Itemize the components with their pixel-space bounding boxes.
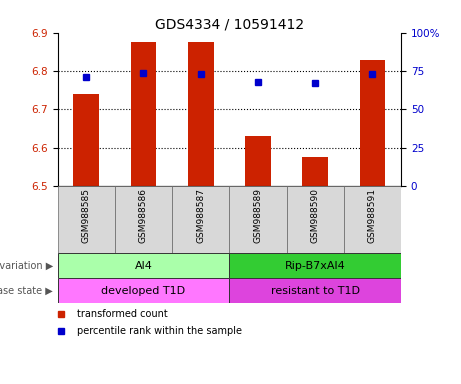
Text: genotype/variation ▶: genotype/variation ▶ xyxy=(0,261,53,271)
Bar xyxy=(229,253,401,278)
Bar xyxy=(245,136,271,186)
Text: Al4: Al4 xyxy=(135,261,153,271)
Text: developed T1D: developed T1D xyxy=(101,286,185,296)
Bar xyxy=(58,186,115,253)
Bar xyxy=(287,186,344,253)
Bar xyxy=(58,253,229,278)
Bar xyxy=(130,42,156,186)
Text: GSM988586: GSM988586 xyxy=(139,188,148,243)
Text: GSM988589: GSM988589 xyxy=(254,188,262,243)
Text: GSM988591: GSM988591 xyxy=(368,188,377,243)
Text: GSM988590: GSM988590 xyxy=(311,188,320,243)
Bar xyxy=(229,186,287,253)
Bar xyxy=(229,278,401,303)
Bar xyxy=(115,186,172,253)
Text: disease state ▶: disease state ▶ xyxy=(0,286,53,296)
Title: GDS4334 / 10591412: GDS4334 / 10591412 xyxy=(155,18,304,31)
Bar xyxy=(344,186,401,253)
Text: transformed count: transformed count xyxy=(77,310,167,319)
Text: Rip-B7xAl4: Rip-B7xAl4 xyxy=(285,261,346,271)
Bar xyxy=(360,60,385,186)
Bar xyxy=(188,42,213,186)
Text: GSM988585: GSM988585 xyxy=(82,188,91,243)
Bar xyxy=(172,186,229,253)
Text: percentile rank within the sample: percentile rank within the sample xyxy=(77,326,242,336)
Text: resistant to T1D: resistant to T1D xyxy=(271,286,360,296)
Bar xyxy=(302,157,328,186)
Text: GSM988587: GSM988587 xyxy=(196,188,205,243)
Bar xyxy=(73,94,99,186)
Bar xyxy=(58,278,229,303)
